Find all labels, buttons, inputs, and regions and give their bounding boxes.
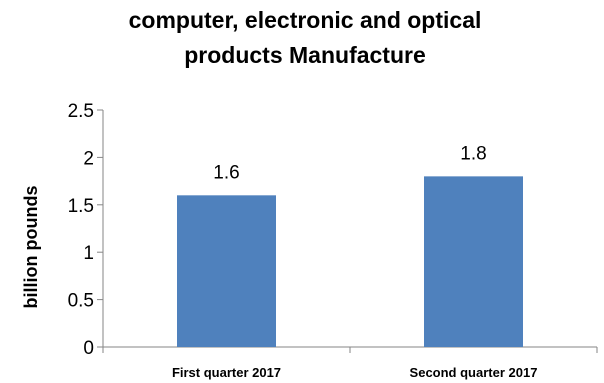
chart-title-line-2: products Manufacture [184, 42, 426, 68]
bar-1 [177, 195, 276, 347]
y-tick-label: 0 [83, 338, 94, 359]
bar-2 [424, 176, 523, 347]
plot-area: 0 0.5 1 1.5 2 2.5 1.6 First quarter 2017 1.8 Seco… [68, 101, 598, 380]
chart-title-line-1: computer, electronic and optical [129, 7, 482, 33]
y-tick-label: 2 [83, 148, 94, 169]
data-label: 1.6 [213, 162, 239, 183]
y-tick-label: 0.5 [68, 291, 94, 312]
y-axis-title: billion pounds [21, 186, 41, 309]
data-label: 1.8 [460, 143, 486, 164]
x-category-label: First quarter 2017 [172, 365, 281, 380]
y-tick-label: 1 [83, 243, 94, 264]
x-category-label: Second quarter 2017 [410, 365, 538, 380]
y-tick-label: 2.5 [68, 101, 94, 122]
y-tick-label: 1.5 [68, 196, 94, 217]
